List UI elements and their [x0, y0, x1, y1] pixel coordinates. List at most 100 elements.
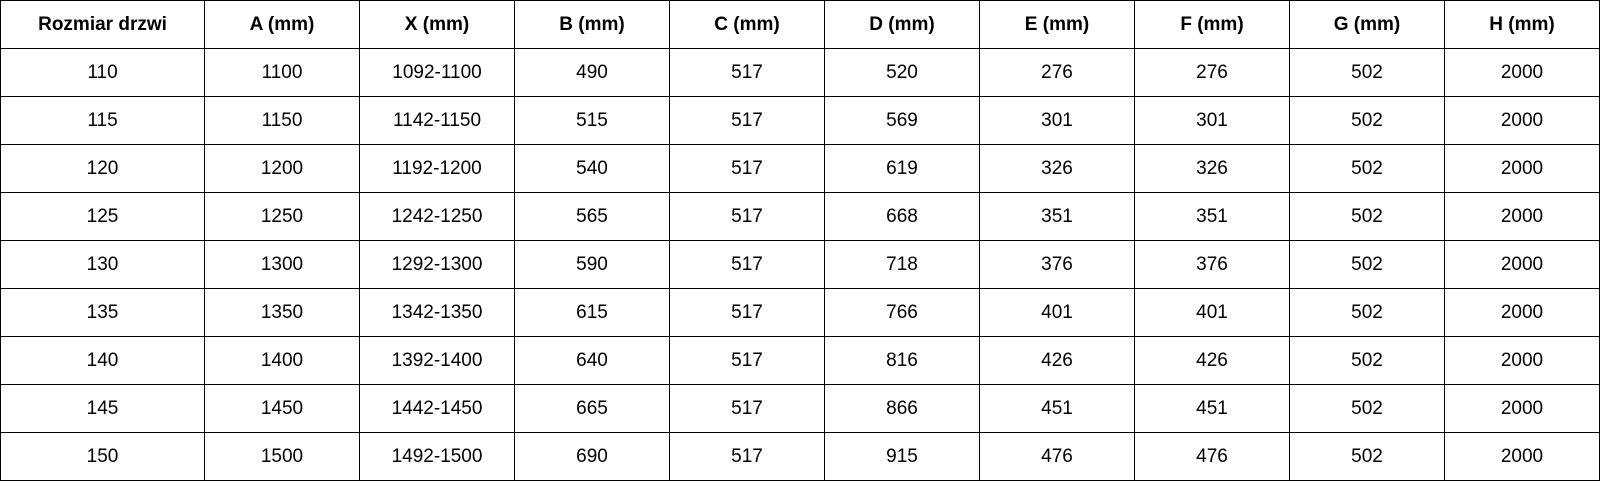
table-cell: 476 — [979, 432, 1135, 481]
table-cell: 130 — [0, 240, 205, 289]
table-cell: 1492-1500 — [359, 432, 515, 481]
table-cell: 665 — [514, 384, 670, 433]
table-cell: 517 — [669, 288, 825, 337]
table-cell: 125 — [0, 192, 205, 241]
table-cell: 351 — [979, 192, 1135, 241]
table-cell: 451 — [979, 384, 1135, 433]
table-cell: 517 — [669, 192, 825, 241]
table-cell: 502 — [1289, 192, 1445, 241]
table-cell: 517 — [669, 432, 825, 481]
table-cell: 1300 — [204, 240, 360, 289]
table-row: 140 1400 1392-1400 640 517 816 426 426 502 2000 — [0, 336, 1600, 385]
table-cell: 718 — [824, 240, 980, 289]
table-cell: 502 — [1289, 432, 1445, 481]
table-cell: 668 — [824, 192, 980, 241]
table-cell: 120 — [0, 144, 205, 193]
table-cell: 640 — [514, 336, 670, 385]
table-cell: 517 — [669, 336, 825, 385]
table-cell: 115 — [0, 96, 205, 145]
table-cell: 1292-1300 — [359, 240, 515, 289]
table-cell: 1142-1150 — [359, 96, 515, 145]
table-cell: 502 — [1289, 240, 1445, 289]
table-cell: 1400 — [204, 336, 360, 385]
table-cell: 476 — [1134, 432, 1290, 481]
table-cell: 502 — [1289, 48, 1445, 97]
table-cell: 520 — [824, 48, 980, 97]
column-header: G (mm) — [1289, 0, 1445, 49]
table-cell: 502 — [1289, 384, 1445, 433]
table-row: 110 1100 1092-1100 490 517 520 276 276 502 2000 — [0, 48, 1600, 97]
table-cell: 690 — [514, 432, 670, 481]
table-cell: 569 — [824, 96, 980, 145]
table-cell: 502 — [1289, 336, 1445, 385]
column-header: X (mm) — [359, 0, 515, 49]
table-row: 120 1200 1192-1200 540 517 619 326 326 502 2000 — [0, 144, 1600, 193]
table-cell: 915 — [824, 432, 980, 481]
table-cell: 2000 — [1444, 96, 1600, 145]
table-cell: 2000 — [1444, 192, 1600, 241]
table-cell: 515 — [514, 96, 670, 145]
table-cell: 502 — [1289, 96, 1445, 145]
table-cell: 2000 — [1444, 432, 1600, 481]
table-cell: 766 — [824, 288, 980, 337]
table-cell: 517 — [669, 96, 825, 145]
table-cell: 401 — [979, 288, 1135, 337]
column-header: E (mm) — [979, 0, 1135, 49]
table-cell: 326 — [979, 144, 1135, 193]
table-cell: 1200 — [204, 144, 360, 193]
table-cell: 426 — [1134, 336, 1290, 385]
table-row: 125 1250 1242-1250 565 517 668 351 351 502 2000 — [0, 192, 1600, 241]
table-cell: 590 — [514, 240, 670, 289]
table-cell: 140 — [0, 336, 205, 385]
column-header: Rozmiar drzwi — [0, 0, 205, 49]
table-cell: 1350 — [204, 288, 360, 337]
table-cell: 866 — [824, 384, 980, 433]
table-cell: 2000 — [1444, 48, 1600, 97]
table-cell: 351 — [1134, 192, 1290, 241]
table-cell: 1442-1450 — [359, 384, 515, 433]
table-cell: 301 — [979, 96, 1135, 145]
table-row: 150 1500 1492-1500 690 517 915 476 476 502 2000 — [0, 432, 1600, 481]
table-cell: 376 — [979, 240, 1135, 289]
table-cell: 816 — [824, 336, 980, 385]
table-cell: 376 — [1134, 240, 1290, 289]
table-cell: 276 — [1134, 48, 1290, 97]
table-cell: 1100 — [204, 48, 360, 97]
table-cell: 451 — [1134, 384, 1290, 433]
table-cell: 145 — [0, 384, 205, 433]
table-cell: 401 — [1134, 288, 1290, 337]
table-cell: 2000 — [1444, 144, 1600, 193]
table-cell: 2000 — [1444, 336, 1600, 385]
table-cell: 517 — [669, 384, 825, 433]
column-header: C (mm) — [669, 0, 825, 49]
table-cell: 426 — [979, 336, 1135, 385]
table-cell: 1250 — [204, 192, 360, 241]
table-cell: 1450 — [204, 384, 360, 433]
column-header: H (mm) — [1444, 0, 1600, 49]
table-cell: 326 — [1134, 144, 1290, 193]
table-cell: 2000 — [1444, 288, 1600, 337]
table-cell: 1500 — [204, 432, 360, 481]
table-cell: 135 — [0, 288, 205, 337]
table-cell: 1342-1350 — [359, 288, 515, 337]
table-cell: 301 — [1134, 96, 1290, 145]
table-row: 115 1150 1142-1150 515 517 569 301 301 502 2000 — [0, 96, 1600, 145]
column-header: A (mm) — [204, 0, 360, 49]
table-cell: 565 — [514, 192, 670, 241]
column-header: D (mm) — [824, 0, 980, 49]
table-cell: 1150 — [204, 96, 360, 145]
table-cell: 1242-1250 — [359, 192, 515, 241]
table-cell: 276 — [979, 48, 1135, 97]
table-cell: 502 — [1289, 288, 1445, 337]
table-cell: 1092-1100 — [359, 48, 515, 97]
table-cell: 502 — [1289, 144, 1445, 193]
table-cell: 2000 — [1444, 384, 1600, 433]
table-cell: 619 — [824, 144, 980, 193]
table-row: 135 1350 1342-1350 615 517 766 401 401 502 2000 — [0, 288, 1600, 337]
table-row: 130 1300 1292-1300 590 517 718 376 376 502 2000 — [0, 240, 1600, 289]
table-cell: 1392-1400 — [359, 336, 515, 385]
table-cell: 517 — [669, 48, 825, 97]
table-cell: 150 — [0, 432, 205, 481]
table-cell: 2000 — [1444, 240, 1600, 289]
table-cell: 1192-1200 — [359, 144, 515, 193]
